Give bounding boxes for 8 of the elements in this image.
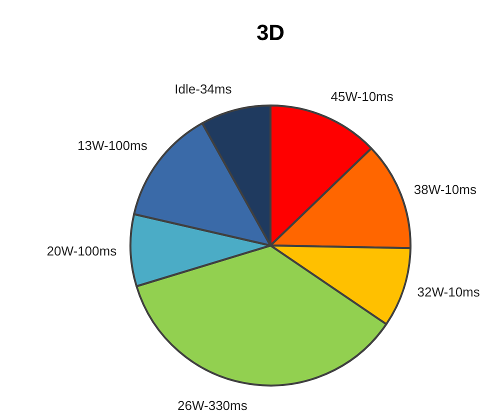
slice-label: 13W-100ms: [78, 138, 148, 154]
slice-label: Idle-34ms: [174, 81, 232, 96]
slice-label: 26W-330ms: [178, 398, 248, 413]
slice-label: 38W-10ms: [414, 182, 477, 197]
slice-label: 45W-10ms: [330, 88, 394, 104]
slice-label: 32W-10ms: [417, 284, 480, 300]
slice-label: 20W-100ms: [46, 243, 118, 258]
chart-title: 3D: [256, 20, 285, 45]
